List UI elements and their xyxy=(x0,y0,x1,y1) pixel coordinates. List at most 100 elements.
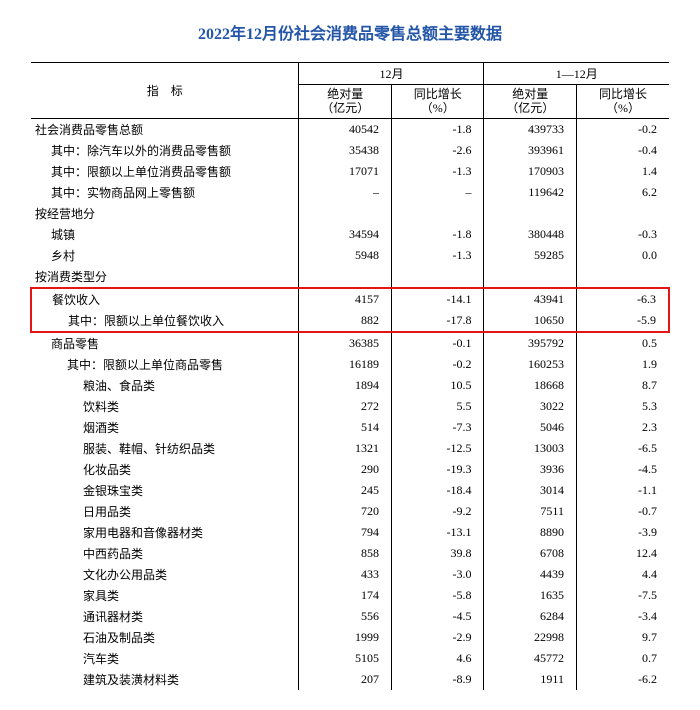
cell-abs1: 290 xyxy=(299,459,392,480)
cell-yoy1: -8.9 xyxy=(391,669,484,690)
cell-abs2: 1635 xyxy=(484,585,577,606)
th-period1: 12月 xyxy=(299,63,484,85)
cell-abs2: 8890 xyxy=(484,522,577,543)
table-row: 烟酒类514-7.350462.3 xyxy=(31,417,669,438)
cell-yoy1: -1.3 xyxy=(391,161,484,182)
table-row: 其中：限额以上单位商品零售16189-0.21602531.9 xyxy=(31,354,669,375)
cell-yoy2: 9.7 xyxy=(576,627,669,648)
cell-yoy2: 0.7 xyxy=(576,648,669,669)
cell-yoy1: -9.2 xyxy=(391,501,484,522)
table-row: 化妆品类290-19.33936-4.5 xyxy=(31,459,669,480)
cell-yoy1: -13.1 xyxy=(391,522,484,543)
cell-yoy1: -19.3 xyxy=(391,459,484,480)
cell-abs2: 3014 xyxy=(484,480,577,501)
cell-abs1: 272 xyxy=(299,396,392,417)
cell-yoy1: -7.3 xyxy=(391,417,484,438)
cell-indicator: 服装、鞋帽、针纺织品类 xyxy=(31,438,299,459)
cell-yoy1: -1.8 xyxy=(391,224,484,245)
cell-yoy1: -5.8 xyxy=(391,585,484,606)
cell-abs2: 59285 xyxy=(484,245,577,266)
cell-yoy2: -1.1 xyxy=(576,480,669,501)
cell-indicator: 建筑及装潢材料类 xyxy=(31,669,299,690)
cell-yoy2: -0.3 xyxy=(576,224,669,245)
cell-abs2 xyxy=(484,203,577,224)
cell-indicator: 金银珠宝类 xyxy=(31,480,299,501)
cell-abs2: 18668 xyxy=(484,375,577,396)
cell-indicator: 化妆品类 xyxy=(31,459,299,480)
cell-abs1: 1321 xyxy=(299,438,392,459)
cell-abs1: 5948 xyxy=(299,245,392,266)
cell-abs1: 245 xyxy=(299,480,392,501)
cell-indicator: 城镇 xyxy=(31,224,299,245)
table-row: 文化办公用品类433-3.044394.4 xyxy=(31,564,669,585)
cell-yoy2: 2.3 xyxy=(576,417,669,438)
cell-indicator: 按消费类型分 xyxy=(31,266,299,288)
cell-indicator: 商品零售 xyxy=(31,332,299,354)
cell-yoy2: -3.4 xyxy=(576,606,669,627)
cell-abs1 xyxy=(299,266,392,288)
cell-yoy2: 4.4 xyxy=(576,564,669,585)
cell-abs2: 22998 xyxy=(484,627,577,648)
page-title: 2022年12月份社会消费品零售总额主要数据 xyxy=(30,20,670,44)
cell-abs2: 439733 xyxy=(484,118,577,140)
cell-yoy1: -2.6 xyxy=(391,140,484,161)
cell-abs1: 794 xyxy=(299,522,392,543)
cell-yoy1: 4.6 xyxy=(391,648,484,669)
cell-yoy2 xyxy=(576,203,669,224)
cell-yoy1: 39.8 xyxy=(391,543,484,564)
cell-yoy1: -0.1 xyxy=(391,332,484,354)
table-row: 其中：除汽车以外的消费品零售额35438-2.6393961-0.4 xyxy=(31,140,669,161)
cell-abs1: 882 xyxy=(299,310,392,332)
cell-abs1: 720 xyxy=(299,501,392,522)
cell-abs2: 4439 xyxy=(484,564,577,585)
cell-abs1: 35438 xyxy=(299,140,392,161)
cell-yoy1: 10.5 xyxy=(391,375,484,396)
cell-yoy1: -2.9 xyxy=(391,627,484,648)
cell-abs1: 514 xyxy=(299,417,392,438)
table-header: 指 标 12月 1—12月 绝对量（亿元） 同比增长（%） 绝对量（亿元） 同比… xyxy=(31,63,669,119)
cell-abs1 xyxy=(299,203,392,224)
table-row: 家具类174-5.81635-7.5 xyxy=(31,585,669,606)
cell-abs1: 5105 xyxy=(299,648,392,669)
cell-indicator: 烟酒类 xyxy=(31,417,299,438)
cell-indicator: 日用品类 xyxy=(31,501,299,522)
cell-abs2: 6708 xyxy=(484,543,577,564)
cell-yoy2: 0.5 xyxy=(576,332,669,354)
table-row: 餐饮收入4157-14.143941-6.3 xyxy=(31,288,669,310)
cell-yoy2: -4.5 xyxy=(576,459,669,480)
cell-indicator: 饮料类 xyxy=(31,396,299,417)
cell-yoy1: -1.8 xyxy=(391,118,484,140)
cell-abs1: 36385 xyxy=(299,332,392,354)
cell-indicator: 通讯器材类 xyxy=(31,606,299,627)
cell-yoy2: -6.5 xyxy=(576,438,669,459)
cell-abs2: 380448 xyxy=(484,224,577,245)
cell-yoy2: -0.2 xyxy=(576,118,669,140)
cell-yoy2: -5.9 xyxy=(576,310,669,332)
cell-yoy2: 6.2 xyxy=(576,182,669,203)
cell-abs2: 45772 xyxy=(484,648,577,669)
cell-yoy1: -12.5 xyxy=(391,438,484,459)
cell-abs2: 7511 xyxy=(484,501,577,522)
cell-yoy1: – xyxy=(391,182,484,203)
cell-yoy2: -7.5 xyxy=(576,585,669,606)
cell-abs1: 1999 xyxy=(299,627,392,648)
table-row: 乡村5948-1.3592850.0 xyxy=(31,245,669,266)
table-row: 按消费类型分 xyxy=(31,266,669,288)
table-row: 通讯器材类556-4.56284-3.4 xyxy=(31,606,669,627)
cell-yoy2: 1.9 xyxy=(576,354,669,375)
cell-abs2: 393961 xyxy=(484,140,577,161)
cell-indicator: 其中：限额以上单位餐饮收入 xyxy=(31,310,299,332)
cell-yoy1: -18.4 xyxy=(391,480,484,501)
table-row: 其中：实物商品网上零售额––1196426.2 xyxy=(31,182,669,203)
cell-abs2: 119642 xyxy=(484,182,577,203)
cell-yoy2: 8.7 xyxy=(576,375,669,396)
th-yoy1: 同比增长（%） xyxy=(391,85,484,119)
th-indicator: 指 标 xyxy=(31,63,299,119)
cell-abs1: 556 xyxy=(299,606,392,627)
cell-abs2: 10650 xyxy=(484,310,577,332)
cell-yoy1: 5.5 xyxy=(391,396,484,417)
cell-indicator: 粮油、食品类 xyxy=(31,375,299,396)
table-row: 社会消费品零售总额40542-1.8439733-0.2 xyxy=(31,118,669,140)
cell-abs1: 433 xyxy=(299,564,392,585)
cell-abs2: 43941 xyxy=(484,288,577,310)
